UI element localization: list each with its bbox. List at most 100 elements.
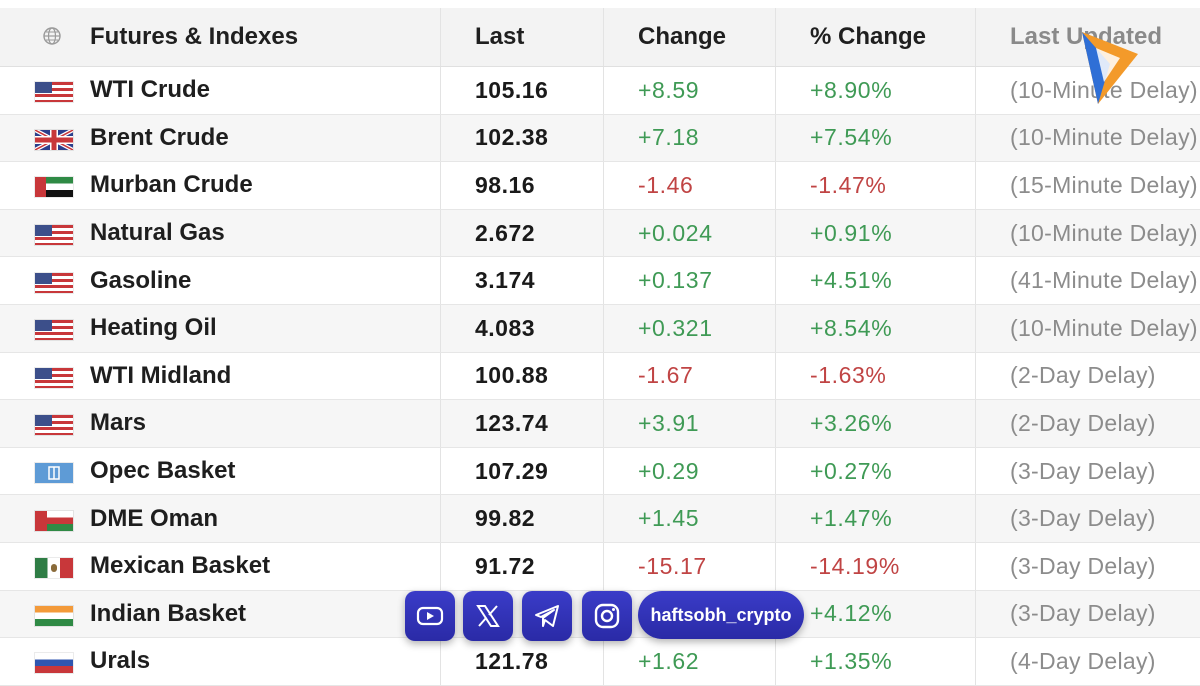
last-updated-cell: (10-Minute Delay) bbox=[975, 114, 1200, 162]
last-updated-value: (15-Minute Delay) bbox=[1010, 171, 1198, 198]
pct-change-value: +4.12% bbox=[810, 600, 893, 627]
change-cell: -1.46 bbox=[603, 162, 776, 209]
last-cell: 105.16 bbox=[440, 67, 604, 114]
last-cell: 123.74 bbox=[440, 400, 604, 447]
name-cell: WTI Midland bbox=[0, 353, 440, 400]
name-cell: Opec Basket bbox=[0, 448, 440, 495]
table-row[interactable]: WTI Crude 105.16 +8.59 +8.90% (10-Minute… bbox=[0, 67, 1200, 115]
commodity-name[interactable]: Natural Gas bbox=[90, 219, 225, 247]
last-updated-value: (4-Day Delay) bbox=[1010, 647, 1156, 674]
pct-change-cell: +1.35% bbox=[775, 638, 976, 685]
header-change-cell: Change bbox=[603, 8, 776, 66]
youtube-icon bbox=[416, 606, 444, 626]
telegram-button[interactable] bbox=[522, 591, 572, 641]
commodity-name[interactable]: WTI Midland bbox=[90, 361, 232, 389]
pct-change-value: +0.91% bbox=[810, 219, 893, 246]
change-cell: +1.62 bbox=[603, 638, 776, 685]
change-cell: +3.91 bbox=[603, 400, 776, 447]
commodity-name[interactable]: Mars bbox=[90, 409, 147, 437]
pct-change-cell: -1.63% bbox=[775, 352, 976, 400]
instagram-icon bbox=[594, 603, 620, 629]
pct-change-value: +4.51% bbox=[810, 267, 893, 294]
flag-uk-icon bbox=[35, 129, 73, 150]
name-cell: Natural Gas bbox=[0, 210, 440, 257]
commodity-name[interactable]: Urals bbox=[90, 647, 151, 675]
change-cell: +8.59 bbox=[603, 67, 776, 114]
name-cell: Mars bbox=[0, 400, 440, 447]
last-updated-cell: (3-Day Delay) bbox=[975, 542, 1200, 590]
last-value: 107.29 bbox=[475, 457, 549, 484]
last-value: 99.82 bbox=[475, 505, 536, 532]
last-value: 91.72 bbox=[475, 552, 536, 579]
pct-change-cell: +0.27% bbox=[775, 447, 976, 495]
change-value: +0.024 bbox=[638, 219, 713, 246]
commodity-name[interactable]: Mexican Basket bbox=[90, 552, 271, 580]
table-row[interactable]: Brent Crude 102.38 +7.18 +7.54% (10-Minu… bbox=[0, 114, 1200, 163]
table-row[interactable]: Murban Crude 98.16 -1.46 -1.47% (15-Minu… bbox=[0, 162, 1200, 210]
pct-change-value: +7.54% bbox=[810, 124, 893, 151]
table-row[interactable]: WTI Midland 100.88 -1.67 -1.63% (2-Day D… bbox=[0, 352, 1200, 401]
commodity-name[interactable]: Gasoline bbox=[90, 266, 192, 294]
last-updated-cell: (3-Day Delay) bbox=[975, 447, 1200, 495]
change-cell: -1.67 bbox=[603, 352, 776, 400]
name-cell: Urals bbox=[0, 638, 440, 685]
commodity-name[interactable]: Indian Basket bbox=[90, 599, 247, 627]
pct-change-cell: +7.54% bbox=[775, 114, 976, 162]
change-value: +1.62 bbox=[638, 647, 700, 674]
last-value: 105.16 bbox=[475, 76, 549, 103]
commodity-name[interactable]: Opec Basket bbox=[90, 457, 236, 485]
pct-change-cell: +1.47% bbox=[775, 495, 976, 542]
pct-change-cell: +4.51% bbox=[775, 257, 976, 304]
change-value: -15.17 bbox=[638, 552, 707, 579]
change-value: -1.46 bbox=[638, 171, 694, 198]
table-row[interactable]: Gasoline 3.174 +0.137 +4.51% (41-Minute … bbox=[0, 257, 1200, 305]
youtube-button[interactable] bbox=[405, 591, 455, 641]
last-updated-cell: (10-Minute Delay) bbox=[975, 209, 1200, 257]
table-row[interactable]: Mars 123.74 +3.91 +3.26% (2-Day Delay) bbox=[0, 400, 1200, 448]
table-row[interactable]: DME Oman 99.82 +1.45 +1.47% (3-Day Delay… bbox=[0, 495, 1200, 543]
last-updated-value: (3-Day Delay) bbox=[1010, 552, 1156, 579]
last-value: 2.672 bbox=[475, 219, 536, 246]
header-name[interactable]: Futures & Indexes bbox=[90, 23, 299, 50]
last-updated-value: (2-Day Delay) bbox=[1010, 409, 1156, 436]
flag-om-icon bbox=[35, 510, 73, 531]
last-cell: 99.82 bbox=[440, 495, 604, 542]
pct-change-value: +3.26% bbox=[810, 409, 893, 436]
table-row[interactable]: Mexican Basket 91.72 -15.17 -14.19% (3-D… bbox=[0, 542, 1200, 591]
x-button[interactable] bbox=[463, 591, 513, 641]
pct-change-value: -1.63% bbox=[810, 362, 887, 389]
commodity-name[interactable]: Heating Oil bbox=[90, 314, 217, 342]
header-pct-change[interactable]: % Change bbox=[810, 23, 927, 50]
last-cell: 91.72 bbox=[440, 542, 604, 590]
table-row[interactable]: Opec Basket 107.29 +0.29 +0.27% (3-Day D… bbox=[0, 447, 1200, 496]
social-handle[interactable]: haftsobh_crypto bbox=[638, 591, 804, 639]
commodity-name[interactable]: Murban Crude bbox=[90, 171, 253, 199]
pct-change-cell: -1.47% bbox=[775, 162, 976, 209]
last-cell: 4.083 bbox=[440, 304, 604, 352]
last-value: 121.78 bbox=[475, 647, 549, 674]
flag-in-icon bbox=[35, 605, 73, 626]
table-row[interactable]: Heating Oil 4.083 +0.321 +8.54% (10-Minu… bbox=[0, 304, 1200, 353]
last-updated-cell: (2-Day Delay) bbox=[975, 352, 1200, 400]
pct-change-value: +0.27% bbox=[810, 457, 893, 484]
pct-change-cell: -14.19% bbox=[775, 542, 976, 590]
flag-ru-icon bbox=[35, 653, 73, 674]
commodity-name[interactable]: WTI Crude bbox=[90, 76, 210, 104]
change-value: +0.29 bbox=[638, 457, 700, 484]
pct-change-value: +1.47% bbox=[810, 505, 893, 532]
globe-icon bbox=[43, 27, 61, 45]
header-change[interactable]: Change bbox=[638, 23, 727, 50]
commodity-name[interactable]: Brent Crude bbox=[90, 123, 229, 151]
change-value: -1.67 bbox=[638, 362, 694, 389]
commodity-name[interactable]: DME Oman bbox=[90, 504, 219, 532]
instagram-button[interactable] bbox=[582, 591, 632, 641]
name-cell: Brent Crude bbox=[0, 115, 440, 162]
table-row[interactable]: Natural Gas 2.672 +0.024 +0.91% (10-Minu… bbox=[0, 209, 1200, 258]
last-value: 123.74 bbox=[475, 409, 549, 436]
table-row[interactable]: Urals 121.78 +1.62 +1.35% (4-Day Delay) bbox=[0, 638, 1200, 686]
pct-change-cell: +3.26% bbox=[775, 400, 976, 447]
header-last-cell: Last bbox=[440, 8, 604, 66]
header-last[interactable]: Last bbox=[475, 23, 525, 50]
table-header: Futures & Indexes Last Change % Change L… bbox=[0, 8, 1200, 67]
last-updated-cell: (15-Minute Delay) bbox=[975, 162, 1200, 209]
